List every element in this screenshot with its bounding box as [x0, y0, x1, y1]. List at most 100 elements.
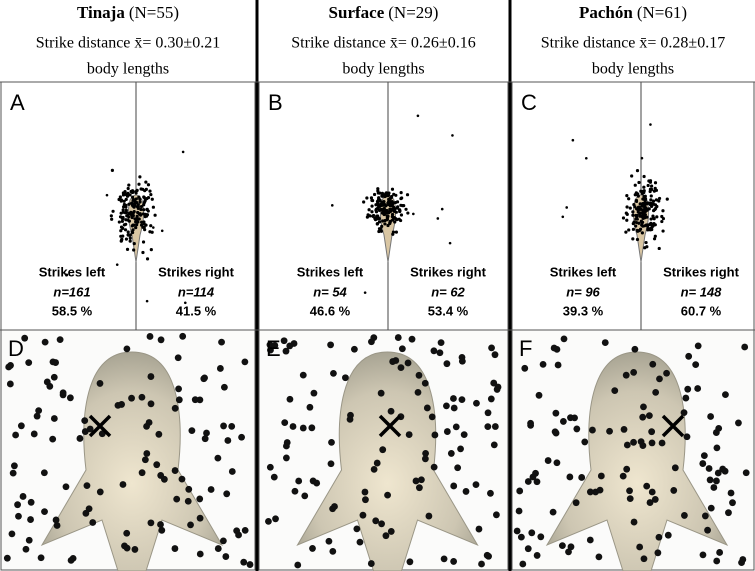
- strike-dot: [8, 530, 16, 538]
- strike-dot: [313, 479, 321, 487]
- strike-count: n= 62: [431, 284, 465, 299]
- strike-dot: [584, 156, 588, 160]
- strike-dot: [380, 194, 384, 198]
- strike-dot: [657, 246, 661, 251]
- strike-dot: [704, 526, 711, 534]
- strike-dot: [713, 444, 721, 452]
- distance-units: body lengths: [592, 61, 674, 78]
- strike-dot: [153, 213, 157, 217]
- strike-dot: [460, 431, 468, 438]
- panel-letter: B: [268, 90, 283, 115]
- strike-dot: [342, 374, 349, 382]
- strike-label: Strikes right: [410, 264, 487, 279]
- strike-dot: [635, 213, 639, 218]
- strike-dot: [625, 218, 629, 222]
- strike-dot: [117, 197, 121, 202]
- strike-dot: [649, 198, 653, 202]
- strike-dot: [404, 207, 408, 211]
- strike-dot: [656, 375, 663, 383]
- strike-dot: [648, 228, 652, 232]
- strike-dot: [601, 339, 609, 346]
- strike-dot: [387, 407, 395, 415]
- strike-dot: [566, 473, 574, 481]
- strike-dot: [633, 183, 637, 187]
- strike-dot: [400, 196, 404, 200]
- strike-dot: [228, 468, 236, 475]
- strike-dot: [619, 472, 627, 480]
- strike-dot: [14, 501, 21, 509]
- strike-dot: [621, 216, 626, 220]
- strike-dot: [144, 214, 149, 218]
- strike-dot: [171, 467, 179, 474]
- strike-dot: [157, 472, 165, 479]
- strike-dot: [631, 227, 636, 231]
- strike-dot: [27, 516, 34, 523]
- strike-dot: [640, 215, 644, 219]
- strike-dot: [120, 237, 124, 241]
- strike-dot: [33, 412, 41, 420]
- strike-dot: [238, 433, 245, 441]
- strike-dot: [628, 206, 632, 210]
- strike-dot: [377, 229, 381, 234]
- strike-dot: [521, 364, 529, 372]
- strike-dot: [200, 375, 208, 383]
- strike-dot: [219, 537, 227, 545]
- strike-dot: [586, 488, 594, 496]
- strike-dot: [560, 335, 568, 343]
- strike-dot: [185, 485, 193, 493]
- strike-dot: [138, 469, 146, 477]
- strike-dot: [660, 214, 664, 219]
- strike-dot: [626, 487, 633, 495]
- strike-dot: [638, 202, 642, 206]
- strike-dot: [450, 482, 458, 490]
- strike-dot: [145, 257, 150, 261]
- strike-dot: [196, 550, 204, 558]
- strike-dot: [228, 422, 236, 430]
- strike-dot: [620, 426, 628, 433]
- strike-dot: [395, 206, 399, 210]
- strike-dot: [124, 208, 128, 212]
- strike-dot: [370, 465, 378, 473]
- strike-dot: [406, 558, 414, 566]
- strike-dot: [636, 543, 644, 551]
- strike-dot: [17, 422, 25, 430]
- strike-dot: [50, 373, 58, 381]
- strike-dot: [631, 345, 639, 353]
- strike-dot: [652, 217, 656, 221]
- strike-dot: [327, 460, 335, 468]
- strike-dot: [325, 537, 333, 545]
- strike-dot: [393, 200, 397, 205]
- strike-dot: [174, 354, 182, 362]
- strike-dot: [171, 545, 179, 552]
- panel-letter: E: [266, 336, 281, 361]
- strike-dot: [266, 463, 274, 471]
- strike-dot: [138, 200, 142, 204]
- strike-dot: [373, 459, 381, 467]
- strike-dot: [436, 217, 440, 220]
- strike-dot: [386, 214, 390, 218]
- strike-dot: [394, 334, 402, 341]
- strike-count: n=161: [53, 284, 90, 299]
- strike-dot: [637, 438, 645, 446]
- strike-dot: [642, 189, 646, 193]
- strike-dot: [214, 454, 222, 462]
- strike-dot: [707, 504, 715, 512]
- strike-dot: [472, 481, 480, 489]
- strike-dot: [289, 423, 297, 430]
- strike-dot: [120, 216, 124, 220]
- strike-dot: [175, 385, 182, 393]
- strike-dot: [145, 207, 149, 211]
- strike-dot: [633, 205, 637, 209]
- strike-dot: [649, 217, 653, 221]
- strike-dot: [109, 214, 113, 218]
- strike-dot: [443, 360, 451, 368]
- strike-dot: [652, 208, 656, 213]
- strike-dot: [654, 198, 659, 202]
- strike-dot: [646, 183, 650, 188]
- strike-dot: [741, 343, 749, 351]
- strike-dot: [145, 196, 149, 201]
- strike-dot: [484, 423, 492, 431]
- strike-dot: [135, 214, 139, 218]
- strike-dot: [421, 379, 429, 387]
- strike-dot: [141, 250, 145, 255]
